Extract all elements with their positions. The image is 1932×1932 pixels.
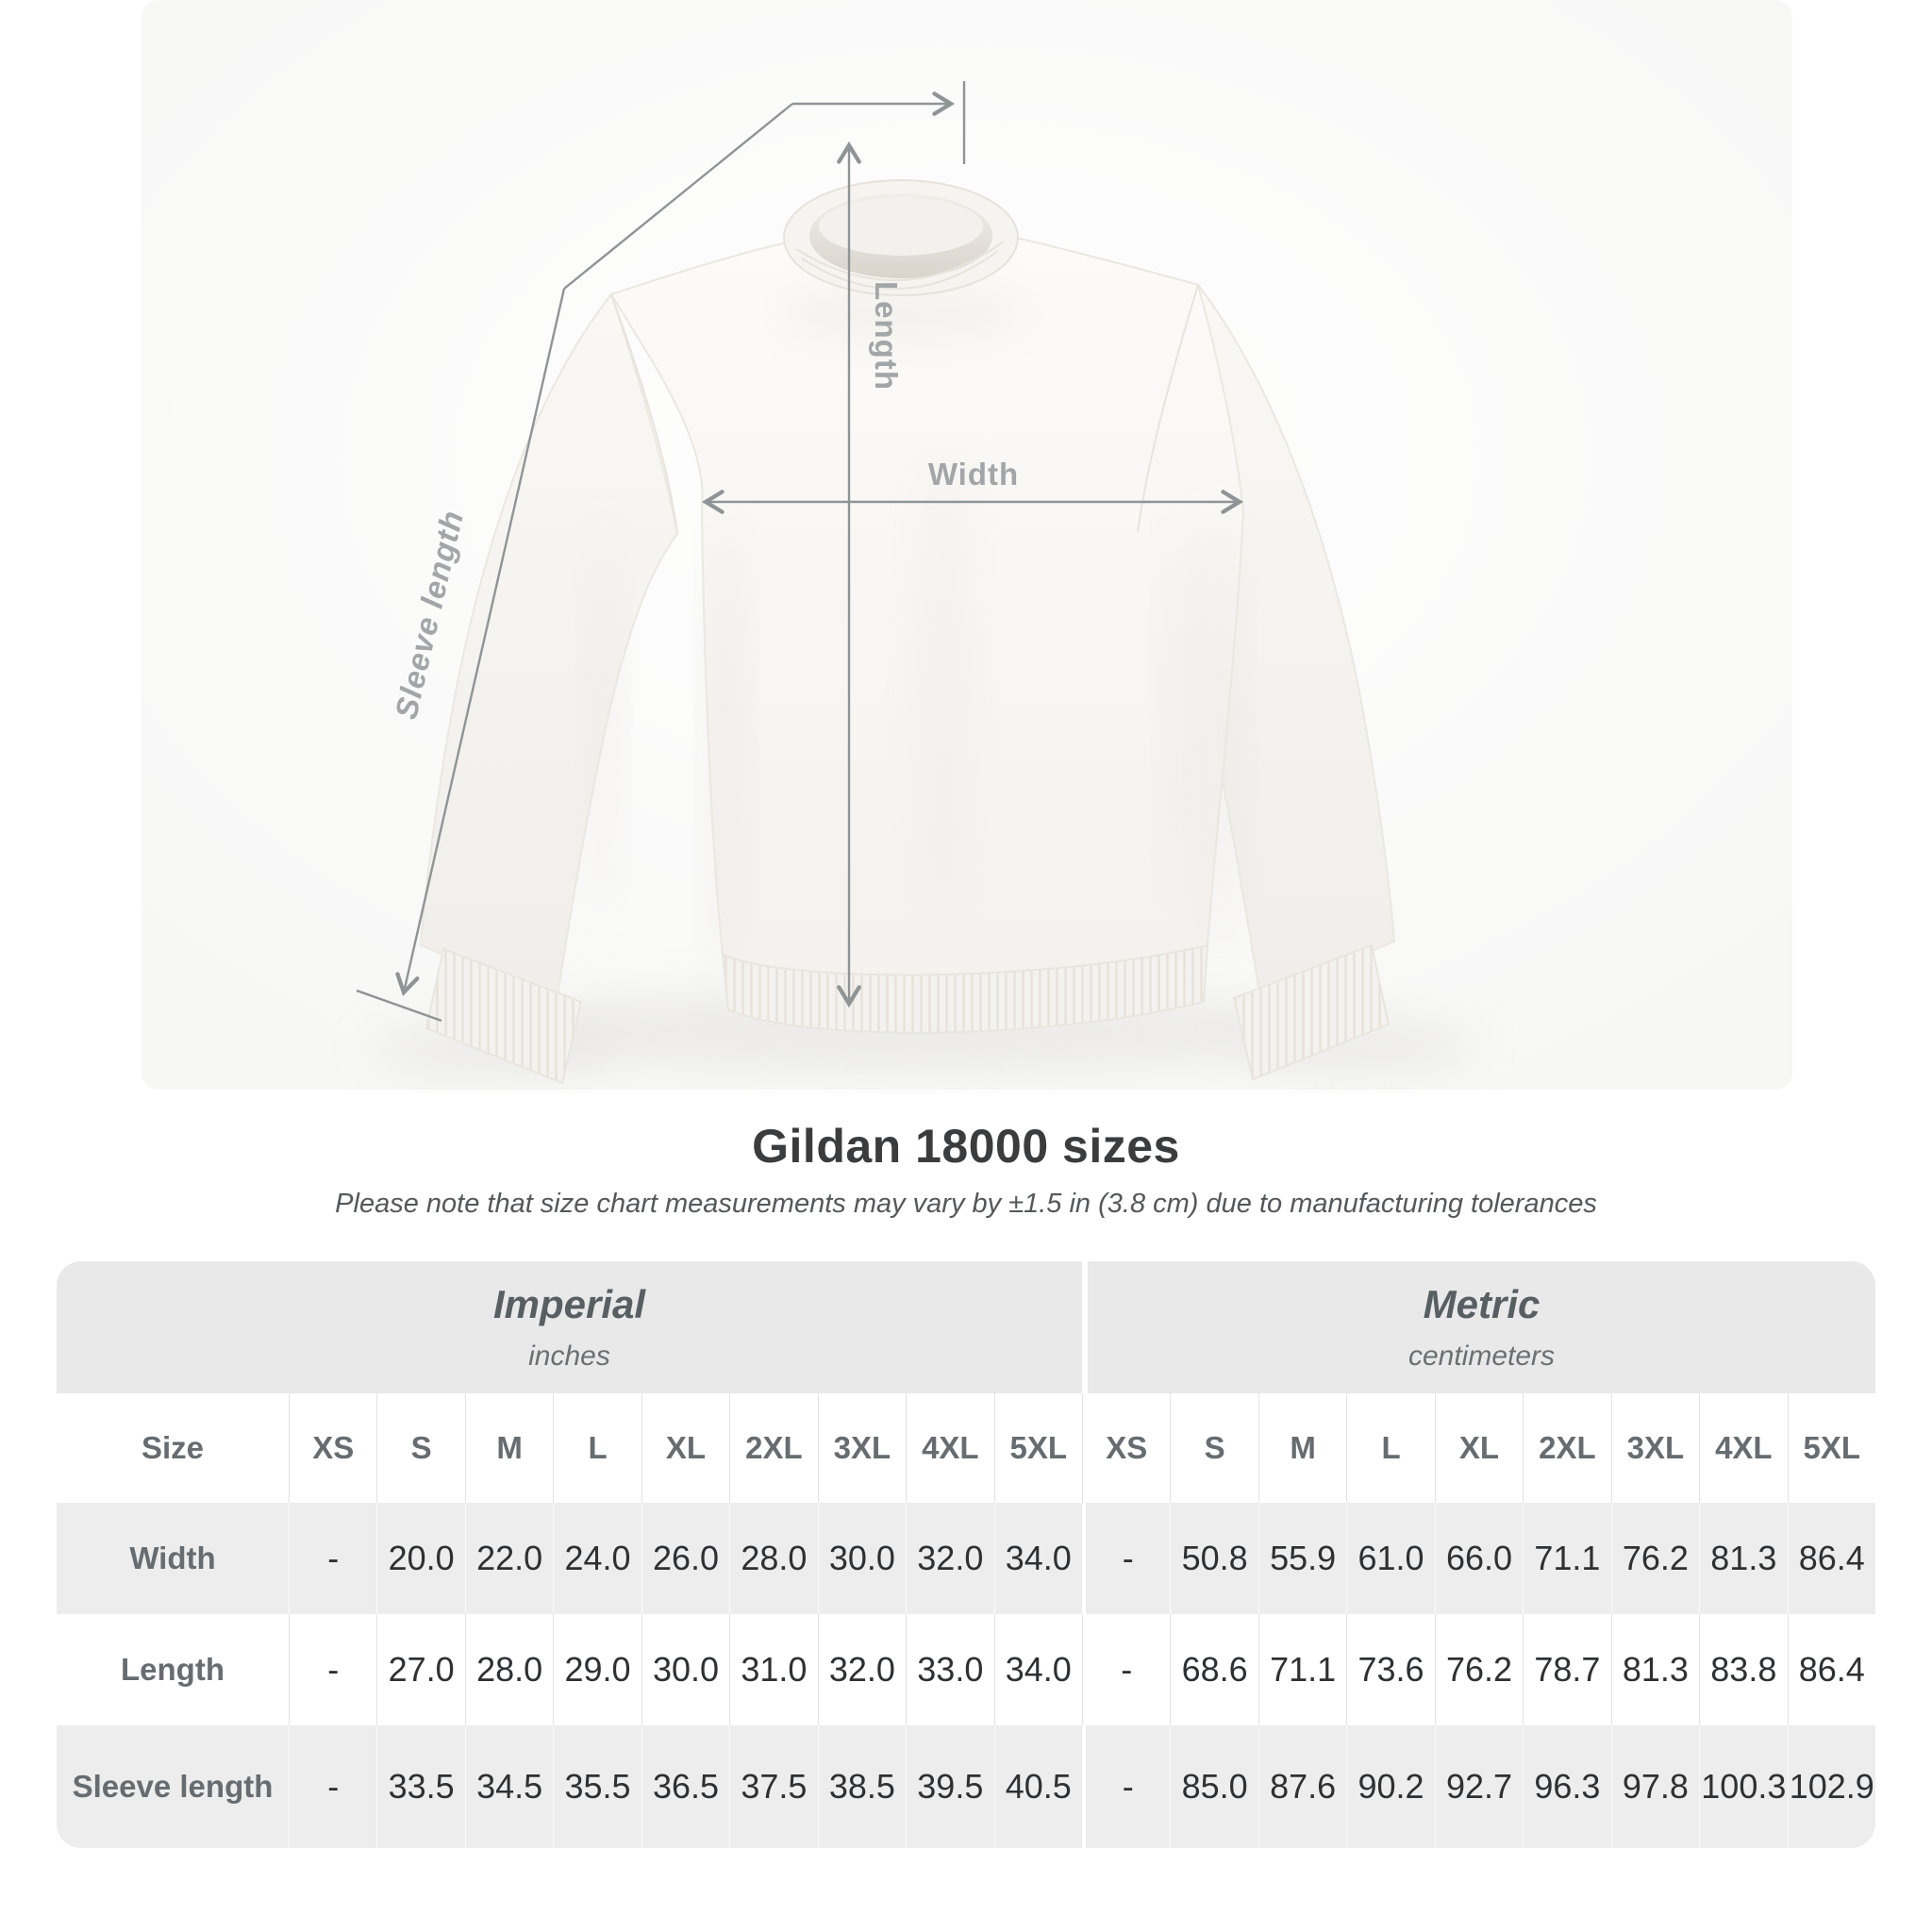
table-cell: 26.0 bbox=[641, 1503, 729, 1614]
table-cell: 86.4 bbox=[1787, 1614, 1875, 1725]
table-cell: 55.9 bbox=[1257, 1503, 1346, 1614]
metric-title: Metric bbox=[1423, 1282, 1541, 1326]
table-cell: 71.1 bbox=[1523, 1503, 1610, 1614]
table-cell: 38.5 bbox=[817, 1725, 906, 1848]
size-header-row: Size XS S M L XL 2XL 3XL 4XL 5XL XS S M … bbox=[57, 1393, 1875, 1503]
size-col-header: S bbox=[1170, 1393, 1257, 1503]
table-cell: 36.5 bbox=[641, 1725, 729, 1848]
size-col-header: XS bbox=[1081, 1393, 1170, 1503]
table-cell: - bbox=[1081, 1725, 1170, 1848]
table-cell: 20.0 bbox=[376, 1503, 464, 1614]
table-cell: 31.0 bbox=[729, 1614, 817, 1725]
table-cell: 87.6 bbox=[1257, 1725, 1346, 1848]
table-cell: - bbox=[1081, 1503, 1170, 1614]
size-col-header: 3XL bbox=[817, 1393, 906, 1503]
length-annotation-label: Length bbox=[869, 281, 904, 391]
table-cell: 76.2 bbox=[1610, 1503, 1699, 1614]
imperial-header: Imperial inches bbox=[57, 1261, 1082, 1393]
size-col-header: 4XL bbox=[1699, 1393, 1787, 1503]
table-cell: 40.5 bbox=[993, 1725, 1082, 1848]
table-cell: 78.7 bbox=[1523, 1614, 1610, 1725]
left-cuff bbox=[425, 947, 583, 1085]
table-cell: 39.5 bbox=[906, 1725, 993, 1848]
sweatshirt-figure: Length Width Sleeve length bbox=[142, 0, 1792, 1090]
table-cell: 34.0 bbox=[993, 1503, 1082, 1614]
table-cell: 100.3 bbox=[1699, 1725, 1787, 1848]
length-row: Length - 27.0 28.0 29.0 30.0 31.0 32.0 3… bbox=[57, 1614, 1875, 1725]
size-col-header: M bbox=[464, 1393, 553, 1503]
table-cell: 28.0 bbox=[729, 1503, 817, 1614]
size-col-header: XL bbox=[1434, 1393, 1523, 1503]
size-col-header: 2XL bbox=[1523, 1393, 1610, 1503]
right-cuff bbox=[1232, 943, 1391, 1081]
table-cell: 50.8 bbox=[1170, 1503, 1257, 1614]
table-cell: 27.0 bbox=[376, 1614, 464, 1725]
table-cell: 71.1 bbox=[1257, 1614, 1346, 1725]
table-cell: 33.5 bbox=[376, 1725, 464, 1848]
table-cell: 86.4 bbox=[1787, 1503, 1875, 1614]
size-chart-table: Imperial inches Metric centimeters Size … bbox=[57, 1261, 1875, 1848]
table-cell: 81.3 bbox=[1610, 1614, 1699, 1725]
table-cell: 28.0 bbox=[464, 1614, 553, 1725]
table-cell: 33.0 bbox=[906, 1614, 993, 1725]
table-cell: 34.0 bbox=[993, 1614, 1082, 1725]
table-cell: 76.2 bbox=[1434, 1614, 1523, 1725]
size-col-header: S bbox=[376, 1393, 464, 1503]
sleeve-end-tick bbox=[356, 989, 442, 1023]
size-col-header: 2XL bbox=[729, 1393, 817, 1503]
sweatshirt-measurement-diagram: Length Width Sleeve length bbox=[142, 0, 1792, 1090]
size-col-header: 5XL bbox=[1787, 1393, 1875, 1503]
table-cell: 37.5 bbox=[729, 1725, 817, 1848]
table-cell: 66.0 bbox=[1434, 1503, 1523, 1614]
table-cell: 34.5 bbox=[464, 1725, 553, 1848]
table-cell: 30.0 bbox=[641, 1614, 729, 1725]
table-cell: 92.7 bbox=[1434, 1725, 1523, 1848]
table-cell: 32.0 bbox=[817, 1614, 906, 1725]
tolerance-note: Please note that size chart measurements… bbox=[335, 1189, 1597, 1219]
table-cell: 32.0 bbox=[906, 1503, 993, 1614]
table-cell: - bbox=[289, 1614, 376, 1725]
page-title: Gildan 18000 sizes bbox=[752, 1120, 1180, 1173]
table-cell: 61.0 bbox=[1346, 1503, 1434, 1614]
metric-header: Metric centimeters bbox=[1082, 1261, 1875, 1393]
table-cell: 83.8 bbox=[1699, 1614, 1787, 1725]
width-annotation-label: Width bbox=[928, 457, 1019, 491]
table-cell: 24.0 bbox=[553, 1503, 641, 1614]
imperial-unit: inches bbox=[528, 1341, 610, 1372]
sleeve-length-arrow bbox=[395, 288, 566, 997]
table-cell: 102.9 bbox=[1787, 1725, 1875, 1848]
imperial-title: Imperial bbox=[492, 1282, 646, 1326]
table-cell: 81.3 bbox=[1699, 1503, 1787, 1614]
size-col-header: 3XL bbox=[1610, 1393, 1699, 1503]
table-cell: 97.8 bbox=[1610, 1725, 1699, 1848]
width-row: Width - 20.0 22.0 24.0 26.0 28.0 30.0 32… bbox=[57, 1503, 1875, 1614]
row-label: Width bbox=[129, 1541, 216, 1575]
table-cell: 22.0 bbox=[464, 1503, 553, 1614]
size-col-header: XS bbox=[289, 1393, 376, 1503]
size-corner-label: Size bbox=[141, 1430, 205, 1465]
table-cell: - bbox=[289, 1503, 376, 1614]
row-label: Length bbox=[121, 1652, 225, 1687]
size-col-header: L bbox=[553, 1393, 641, 1503]
table-cell: 85.0 bbox=[1170, 1725, 1257, 1848]
size-col-header: XL bbox=[641, 1393, 729, 1503]
size-col-header: 4XL bbox=[906, 1393, 993, 1503]
row-label: Sleeve length bbox=[72, 1769, 274, 1804]
table-cell: 30.0 bbox=[817, 1503, 906, 1614]
table-cell: 35.5 bbox=[553, 1725, 641, 1848]
table-cell: - bbox=[289, 1725, 376, 1848]
size-col-header: L bbox=[1346, 1393, 1434, 1503]
table-cell: 68.6 bbox=[1170, 1614, 1257, 1725]
table-cell: 90.2 bbox=[1346, 1725, 1434, 1848]
size-col-header: 5XL bbox=[993, 1393, 1082, 1503]
metric-unit: centimeters bbox=[1407, 1341, 1556, 1372]
sleeve-length-row: Sleeve length - 33.5 34.5 35.5 36.5 37.5… bbox=[57, 1725, 1875, 1848]
table-cell: 29.0 bbox=[553, 1614, 641, 1725]
table-cell: - bbox=[1081, 1614, 1170, 1725]
table-cell: 73.6 bbox=[1346, 1614, 1434, 1725]
unit-system-header-row: Imperial inches Metric centimeters bbox=[57, 1261, 1875, 1393]
size-col-header: M bbox=[1257, 1393, 1346, 1503]
table-cell: 96.3 bbox=[1523, 1725, 1610, 1848]
